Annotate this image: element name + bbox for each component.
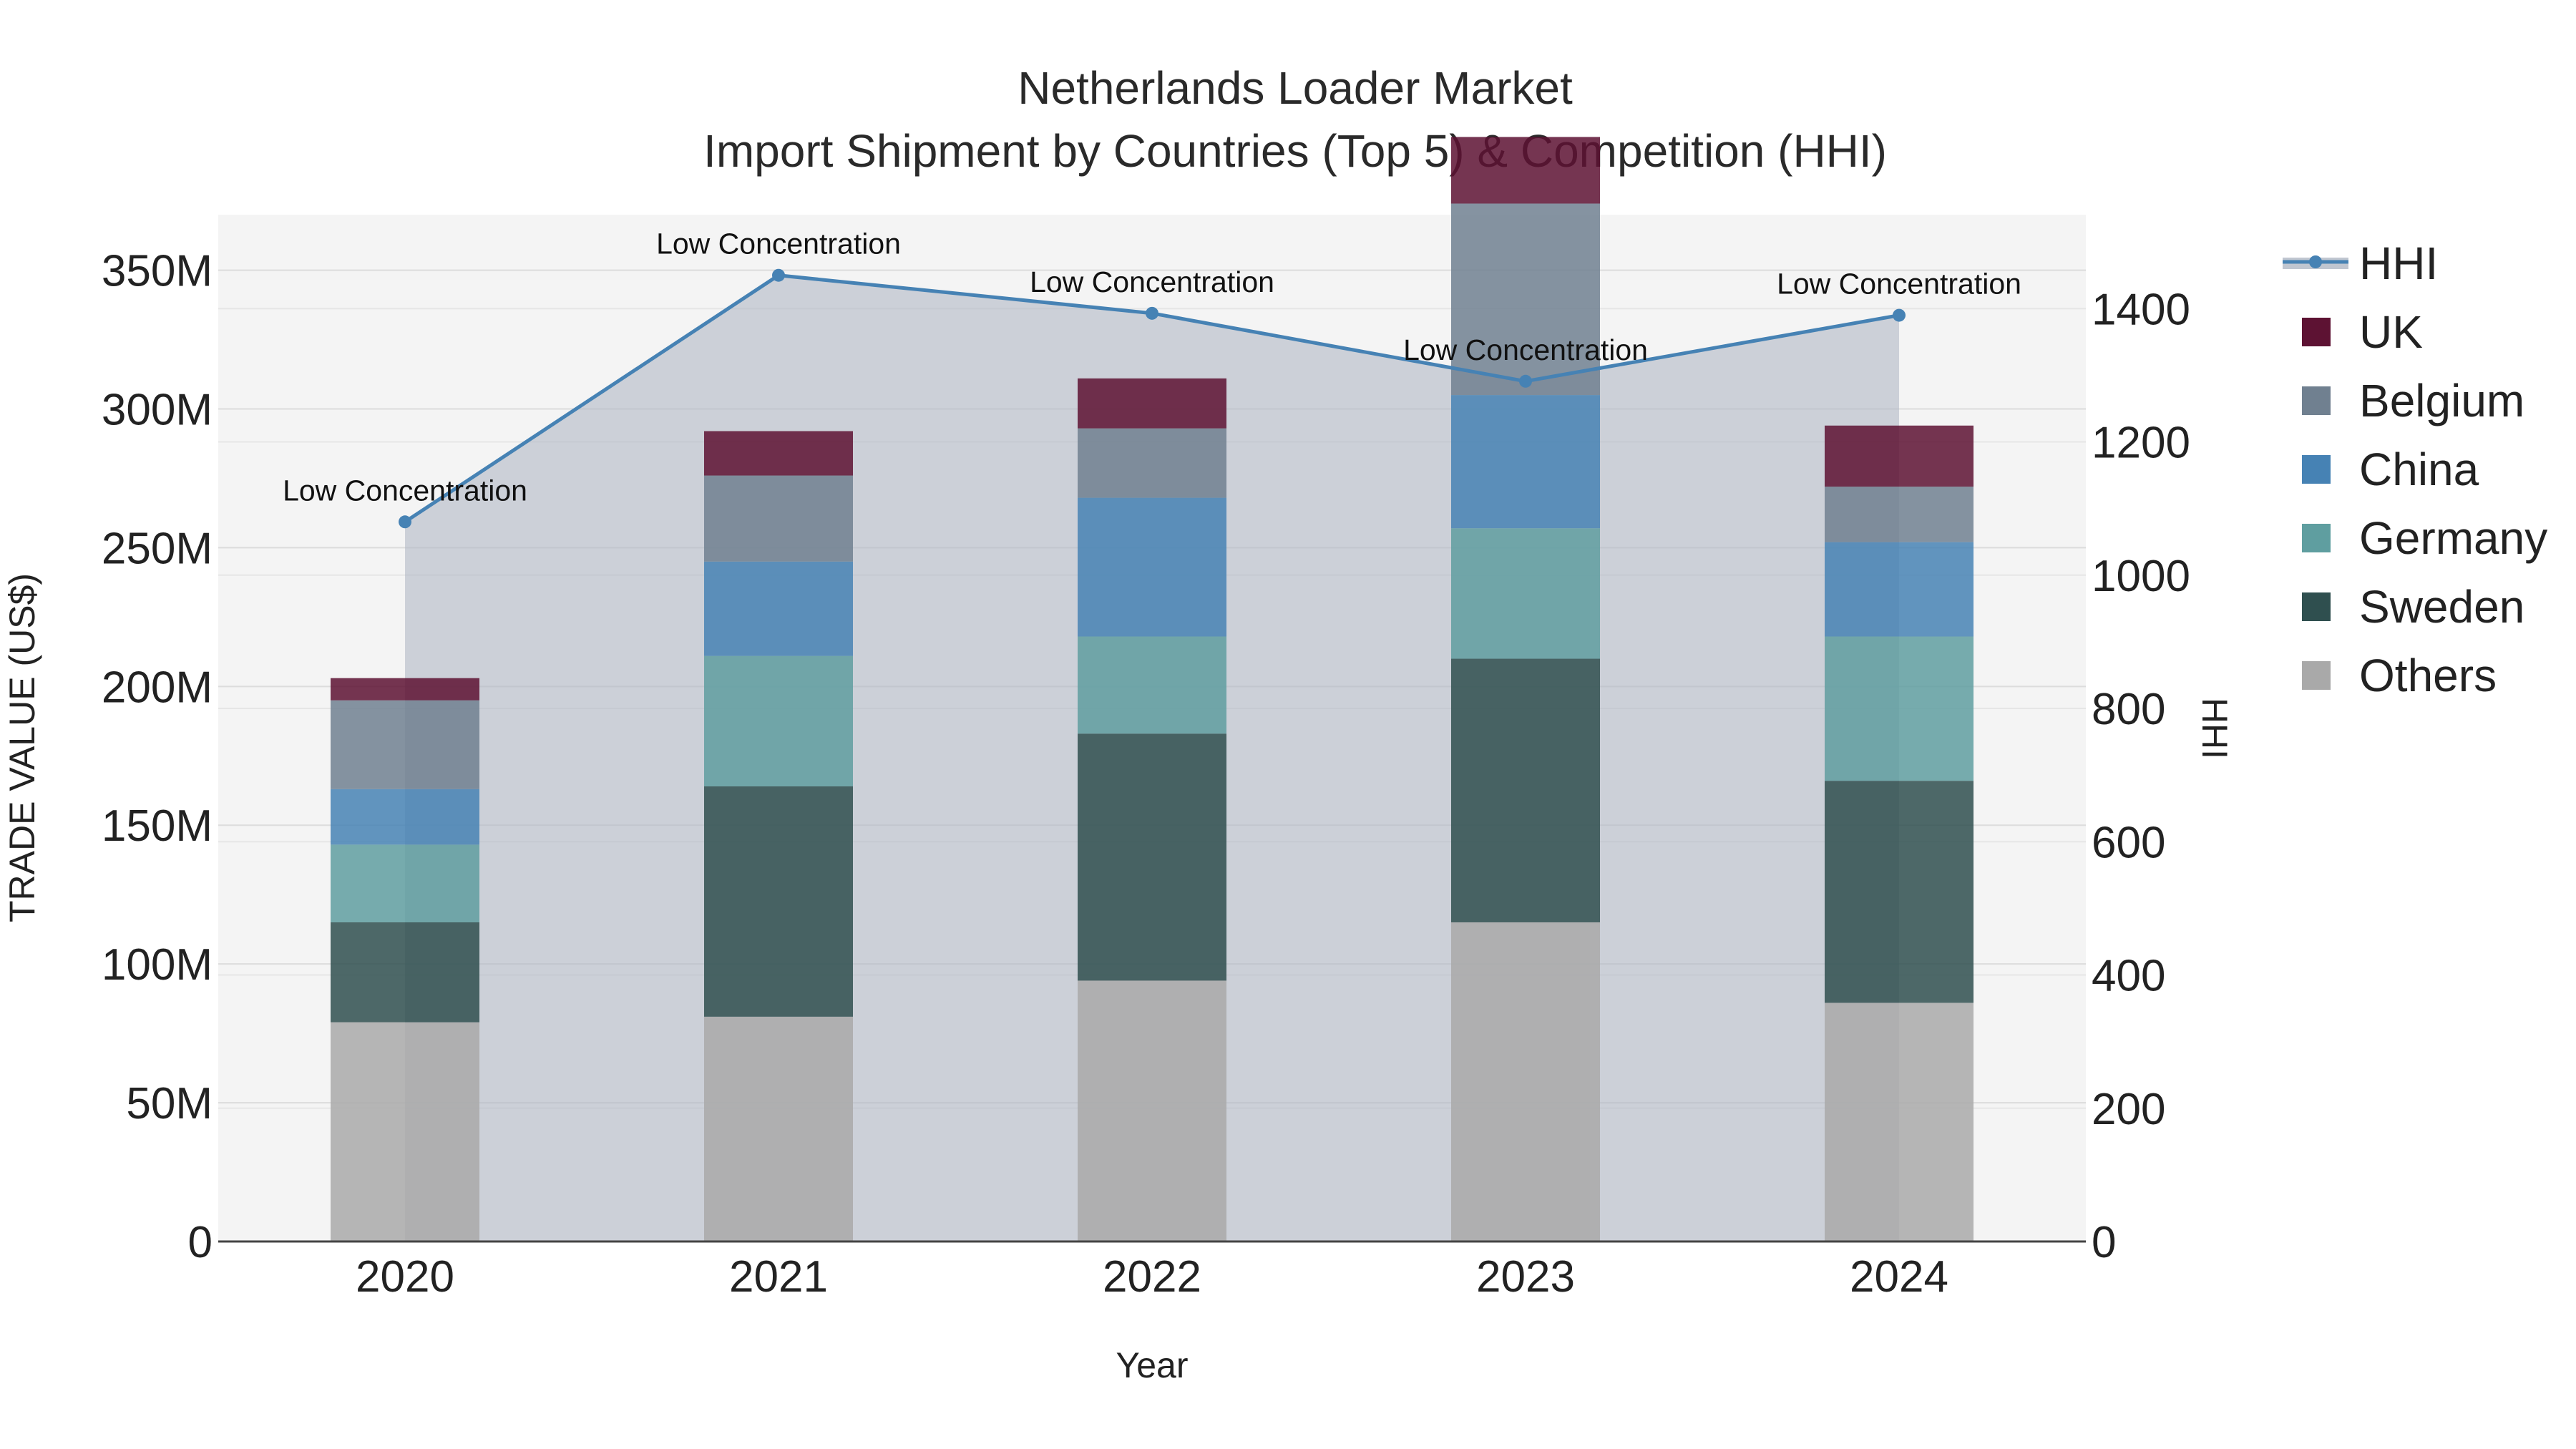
bar-sweden-2023	[1451, 658, 1600, 922]
bar-uk-2020	[331, 678, 479, 701]
bar-china-2024	[1825, 542, 1974, 637]
legend-label-china: China	[2359, 444, 2479, 495]
legend-label-others: Others	[2359, 650, 2497, 701]
bar-others-2024	[1825, 1002, 1974, 1241]
y-tick-200: 200M	[102, 663, 213, 712]
y2-tick-200: 200	[2092, 1085, 2165, 1134]
bar-germany-2021	[704, 655, 853, 786]
hhi-label-2024: Low Concentration	[1777, 268, 2021, 301]
bar-others-2023	[1451, 922, 1600, 1241]
hhi-label-2023: Low Concentration	[1403, 333, 1648, 366]
legend-swatch-others	[2302, 661, 2331, 690]
bar-belgium-2022	[1078, 428, 1226, 498]
bar-belgium-2024	[1825, 487, 1974, 542]
hhi-label-2021: Low Concentration	[656, 228, 901, 260]
chart-subtitle: Import Shipment by Countries (Top 5) & C…	[703, 125, 1887, 177]
hhi-label-2022: Low Concentration	[1030, 265, 1274, 298]
y-tick-50: 50M	[126, 1079, 213, 1128]
legend-swatch-sweden	[2302, 592, 2331, 621]
y2-tick-800: 800	[2092, 685, 2165, 734]
hhi-point-2021	[772, 268, 785, 282]
bar-others-2021	[704, 1016, 853, 1241]
hhi-point-2022	[1146, 306, 1158, 320]
legend-swatch-china	[2302, 455, 2331, 484]
bar-china-2023	[1451, 395, 1600, 529]
bar-germany-2020	[331, 844, 479, 922]
chart-title: Netherlands Loader Market	[1018, 62, 1573, 114]
bar-china-2020	[331, 789, 479, 845]
y-tick-150: 150M	[102, 801, 213, 851]
bar-uk-2022	[1078, 378, 1226, 429]
legend-label-belgium: Belgium	[2359, 375, 2524, 426]
x-tick-2023: 2023	[1476, 1252, 1575, 1302]
bar-uk-2021	[704, 431, 853, 476]
y2-tick-400: 400	[2092, 952, 2165, 1001]
bar-china-2021	[704, 561, 853, 656]
hhi-line-layer	[399, 268, 1906, 529]
bar-uk-2023	[1451, 137, 1600, 204]
y2-axis-ticks: 0 200 400 600 800 1000 1200 1400	[2092, 285, 2190, 1267]
y2-tick-1200: 1200	[2092, 419, 2190, 468]
bar-belgium-2023	[1451, 203, 1600, 396]
bar-sweden-2024	[1825, 781, 1974, 1003]
y-tick-250: 250M	[102, 524, 213, 573]
bar-sweden-2021	[704, 786, 853, 1017]
hhi-point-2024	[1893, 308, 1906, 322]
y-axis-ticks: 0 50M 100M 150M 200M 250M 300M 350M	[102, 247, 213, 1267]
legend-label-germany: Germany	[2359, 512, 2547, 564]
hhi-label-2020: Low Concentration	[283, 474, 527, 507]
legend-swatch-belgium	[2302, 386, 2331, 415]
legend-label-hhi: HHI	[2359, 238, 2438, 289]
bar-sweden-2022	[1078, 733, 1226, 981]
legend-label-sweden: Sweden	[2359, 581, 2524, 633]
bar-china-2022	[1078, 497, 1226, 637]
y2-tick-1000: 1000	[2092, 552, 2190, 601]
bar-belgium-2020	[331, 700, 479, 789]
legend-hhi-marker	[2309, 255, 2322, 268]
x-tick-2024: 2024	[1850, 1252, 1948, 1302]
bars-layer	[331, 137, 1974, 1241]
y-tick-300: 300M	[102, 385, 213, 434]
bar-germany-2023	[1451, 528, 1600, 659]
x-tick-2021: 2021	[729, 1252, 828, 1302]
y2-tick-0: 0	[2092, 1218, 2116, 1267]
hhi-point-2023	[1519, 374, 1532, 388]
legend-swatch-uk	[2302, 318, 2331, 346]
bar-others-2022	[1078, 980, 1226, 1241]
annotations-layer: Low Concentration Low Concentration Low Co…	[283, 228, 2021, 507]
bar-others-2020	[331, 1022, 479, 1241]
bar-germany-2024	[1825, 636, 1974, 781]
x-tick-2020: 2020	[356, 1252, 454, 1302]
y2-tick-1400: 1400	[2092, 285, 2190, 334]
y2-axis-title: HHI	[2195, 698, 2235, 759]
y-tick-100: 100M	[102, 940, 213, 990]
bar-uk-2024	[1825, 425, 1974, 487]
y-axis-title: TRADE VALUE (US$)	[2, 573, 42, 922]
y-tick-350: 350M	[102, 247, 213, 296]
bar-germany-2022	[1078, 636, 1226, 734]
legend: HHI UK Belgium China Germany Sweden Others	[2283, 238, 2547, 701]
y-tick-0: 0	[188, 1218, 213, 1267]
legend-swatch-germany	[2302, 524, 2331, 552]
x-tick-2022: 2022	[1103, 1252, 1201, 1302]
y2-tick-600: 600	[2092, 818, 2165, 867]
bar-sweden-2020	[331, 922, 479, 1023]
hhi-point-2020	[399, 515, 411, 529]
x-axis-title: Year	[1116, 1345, 1188, 1385]
x-axis-ticks: 2020 2021 2022 2023 2024	[356, 1252, 1948, 1302]
legend-label-uk: UK	[2359, 306, 2423, 358]
bar-belgium-2021	[704, 475, 853, 562]
